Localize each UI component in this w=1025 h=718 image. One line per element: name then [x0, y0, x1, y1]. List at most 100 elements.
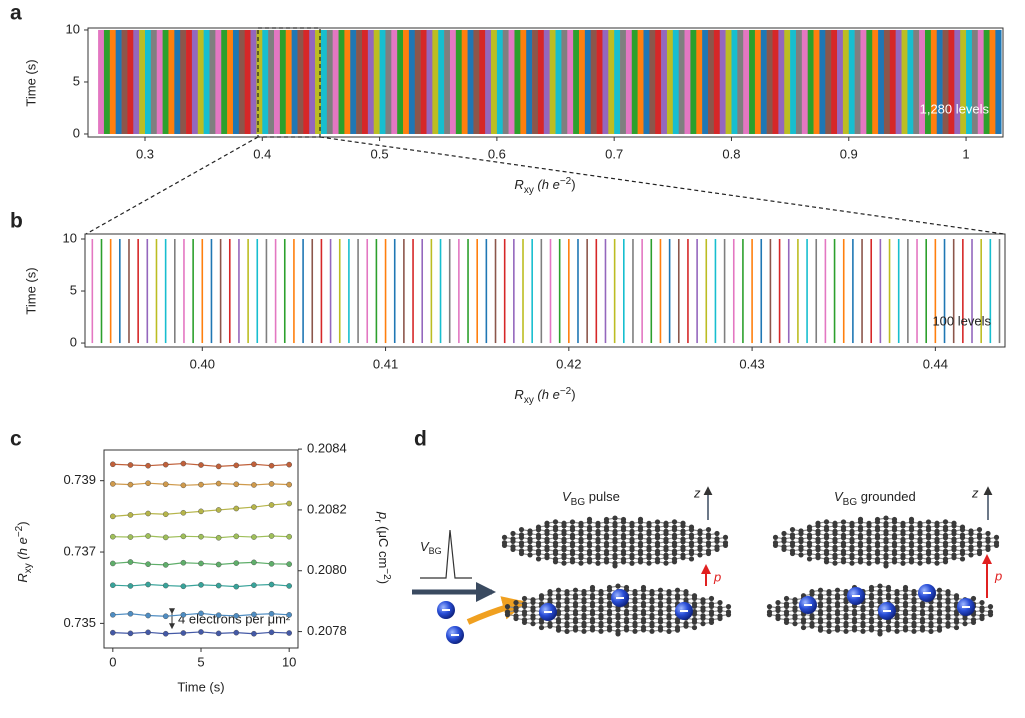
atom	[953, 624, 960, 631]
atom	[781, 538, 787, 545]
atom	[834, 595, 841, 601]
x-tick-label: 0.41	[373, 356, 398, 371]
x-tick-label: 0.3	[136, 146, 154, 161]
atom	[874, 527, 881, 533]
level	[907, 29, 914, 134]
atom	[691, 595, 698, 601]
atom	[555, 611, 562, 617]
atom	[700, 607, 706, 613]
atom	[615, 583, 621, 589]
atom	[606, 587, 613, 593]
atom	[569, 535, 576, 541]
level	[203, 29, 210, 134]
y2-tick-label: 0.2084	[307, 441, 347, 456]
level	[227, 29, 234, 134]
label-part: xy	[524, 185, 534, 196]
level	[778, 29, 785, 134]
atom	[817, 587, 824, 593]
atom	[569, 527, 576, 533]
atom	[834, 587, 841, 593]
point	[268, 610, 275, 617]
level	[954, 29, 961, 134]
level	[971, 29, 979, 134]
atom	[612, 547, 618, 553]
level	[367, 29, 375, 134]
atom	[595, 555, 601, 561]
atom	[959, 551, 966, 557]
panel-label: b	[10, 210, 23, 233]
graphene-sheet	[766, 583, 994, 637]
atom	[911, 623, 917, 629]
atom	[654, 535, 661, 541]
level	[690, 29, 697, 134]
atom	[606, 603, 613, 609]
level	[426, 29, 433, 134]
label-part: r	[372, 519, 383, 523]
atom	[649, 599, 655, 605]
point	[145, 561, 151, 567]
label-part: p	[376, 511, 391, 519]
x-tick-label: 5	[197, 654, 204, 669]
atom	[666, 607, 672, 613]
atom	[934, 560, 940, 566]
level	[491, 29, 498, 134]
y-axis-label: Rxy (h e−2)	[14, 521, 34, 582]
point	[127, 583, 134, 589]
atom	[911, 628, 917, 634]
atom	[572, 627, 579, 633]
x-axis-label: Time (s)	[177, 679, 224, 694]
atom	[987, 604, 994, 610]
level	[661, 29, 668, 134]
atom	[620, 551, 627, 557]
level	[438, 29, 445, 134]
atom	[942, 559, 949, 565]
atom	[629, 547, 635, 553]
atom	[883, 539, 889, 545]
level	[708, 29, 715, 134]
z-label: z	[971, 485, 979, 500]
atom	[586, 535, 593, 541]
atom	[840, 535, 847, 541]
atom	[936, 587, 943, 593]
atom	[849, 523, 855, 529]
level	[127, 29, 134, 134]
atom	[521, 595, 528, 602]
level	[244, 29, 251, 134]
atom	[868, 619, 875, 625]
point	[162, 511, 169, 518]
graphene-sheet	[501, 515, 729, 569]
graphene-sheet	[504, 583, 732, 637]
atom	[714, 538, 720, 545]
level	[772, 29, 779, 134]
level	[508, 29, 515, 134]
atom	[606, 627, 613, 633]
point	[180, 509, 187, 516]
atom	[840, 551, 847, 557]
level	[350, 29, 357, 134]
level	[103, 29, 111, 134]
level	[479, 29, 486, 134]
atom	[781, 530, 787, 537]
point	[251, 582, 257, 589]
atom	[928, 623, 934, 629]
atom	[620, 527, 627, 533]
level	[983, 29, 990, 134]
atom	[561, 523, 567, 529]
atom	[603, 559, 610, 565]
atom	[900, 555, 906, 561]
point	[268, 561, 275, 567]
point	[110, 629, 116, 636]
y-axis-label: Time (s)	[23, 267, 38, 314]
atom	[581, 599, 587, 605]
level	[145, 29, 152, 134]
atom	[919, 627, 926, 633]
y2-axis-label: pr (μC cm−2)	[372, 511, 392, 584]
point	[162, 630, 169, 637]
atom	[589, 603, 596, 609]
atom	[968, 531, 974, 537]
atom	[849, 531, 855, 537]
x-tick-label: 0.9	[840, 146, 858, 161]
label-part: BG	[429, 546, 442, 556]
label-part: BG	[571, 497, 586, 508]
